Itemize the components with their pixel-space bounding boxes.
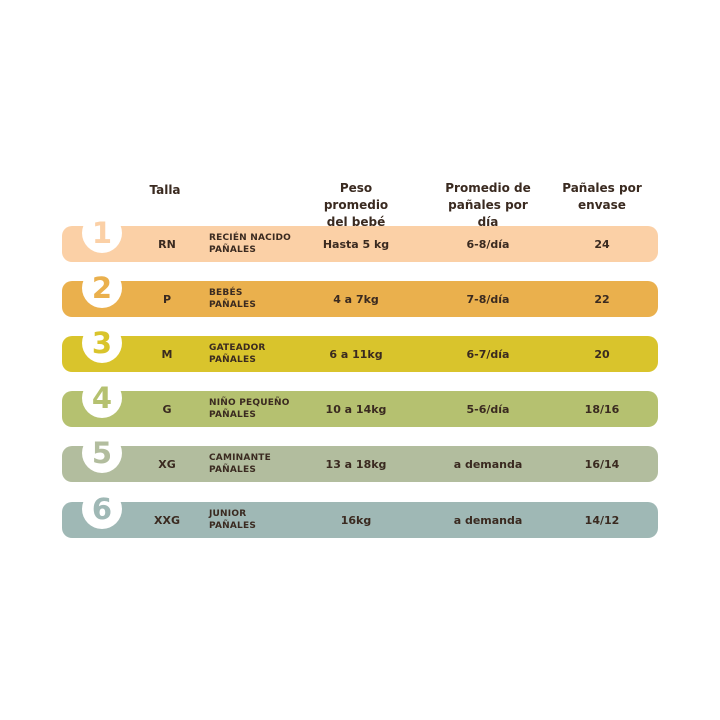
size-name-line1: JUNIOR bbox=[209, 509, 247, 519]
per-pack-value: 14/12 bbox=[584, 513, 620, 527]
per-day-value: a demanda bbox=[453, 513, 523, 527]
size-name-line2: PAÑALES bbox=[209, 355, 256, 365]
header-per-day: Promedio de pañales por día bbox=[445, 181, 531, 229]
size-name-line2: PAÑALES bbox=[209, 410, 256, 420]
size-row: RN RECIÉN NACIDO PAÑALES Hasta 5 kg 6-8/día 2… bbox=[62, 226, 658, 262]
size-name: NIÑO PEQUEÑO PAÑALES bbox=[209, 391, 329, 427]
size-name: JUNIOR PAÑALES bbox=[209, 502, 329, 538]
per-pack-value: 20 bbox=[594, 347, 610, 361]
size-code: XG bbox=[158, 457, 176, 471]
weight-value: 4 a 7kg bbox=[333, 292, 379, 306]
size-name-line2: PAÑALES bbox=[209, 465, 256, 475]
size-row: P BEBÉS PAÑALES 4 a 7kg 7-8/día 22 bbox=[62, 281, 658, 317]
size-number-badge: 3 bbox=[82, 323, 122, 363]
size-number-badge: 6 bbox=[82, 489, 122, 529]
per-day-value: 5-6/día bbox=[466, 402, 510, 416]
size-number-badge: 4 bbox=[82, 378, 122, 418]
per-day-value: 6-8/día bbox=[466, 237, 510, 251]
size-name: GATEADOR PAÑALES bbox=[209, 336, 329, 372]
weight-value: 16kg bbox=[340, 513, 372, 527]
per-pack-value: 18/16 bbox=[584, 402, 620, 416]
size-name-line1: CAMINANTE bbox=[209, 453, 271, 463]
size-number-badge: 5 bbox=[82, 433, 122, 473]
size-name-line2: PAÑALES bbox=[209, 245, 256, 255]
weight-value: 10 a 14kg bbox=[325, 402, 387, 416]
per-day-value: 7-8/día bbox=[466, 292, 510, 306]
weight-value: Hasta 5 kg bbox=[322, 237, 390, 251]
size-code: G bbox=[162, 402, 172, 416]
header-size: Talla bbox=[149, 183, 181, 197]
size-name: BEBÉS PAÑALES bbox=[209, 281, 329, 317]
size-name-line2: PAÑALES bbox=[209, 521, 256, 531]
size-row: M GATEADOR PAÑALES 6 a 11kg 6-7/día 20 bbox=[62, 336, 658, 372]
per-day-value: 6-7/día bbox=[466, 347, 510, 361]
size-code: RN bbox=[158, 237, 176, 251]
size-name: CAMINANTE PAÑALES bbox=[209, 446, 329, 482]
header-per-pack: Pañales por envase bbox=[562, 181, 642, 212]
size-name-line1: BEBÉS bbox=[209, 288, 243, 298]
size-code: M bbox=[161, 347, 173, 361]
size-row: XXG JUNIOR PAÑALES 16kg a demanda 14/12 bbox=[62, 502, 658, 538]
size-name-line1: GATEADOR bbox=[209, 343, 266, 353]
header-weight: Peso promedio del bebé bbox=[323, 181, 389, 229]
size-name-line2: PAÑALES bbox=[209, 300, 256, 310]
per-day-value: a demanda bbox=[453, 457, 523, 471]
weight-value: 6 a 11kg bbox=[329, 347, 383, 361]
size-row: G NIÑO PEQUEÑO PAÑALES 10 a 14kg 5-6/día 18/1… bbox=[62, 391, 658, 427]
per-pack-value: 24 bbox=[594, 237, 610, 251]
size-code: XXG bbox=[154, 513, 180, 527]
size-number-badge: 1 bbox=[82, 213, 122, 253]
per-pack-value: 16/14 bbox=[584, 457, 620, 471]
size-row: XG CAMINANTE PAÑALES 13 a 18kg a demanda 16/1… bbox=[62, 446, 658, 482]
size-code: P bbox=[162, 292, 172, 306]
size-name: RECIÉN NACIDO PAÑALES bbox=[209, 226, 329, 262]
per-pack-value: 22 bbox=[594, 292, 610, 306]
size-name-line1: RECIÉN NACIDO bbox=[209, 233, 292, 243]
weight-value: 13 a 18kg bbox=[325, 457, 387, 471]
size-name-line1: NIÑO PEQUEÑO bbox=[209, 398, 290, 408]
size-number-badge: 2 bbox=[82, 268, 122, 308]
